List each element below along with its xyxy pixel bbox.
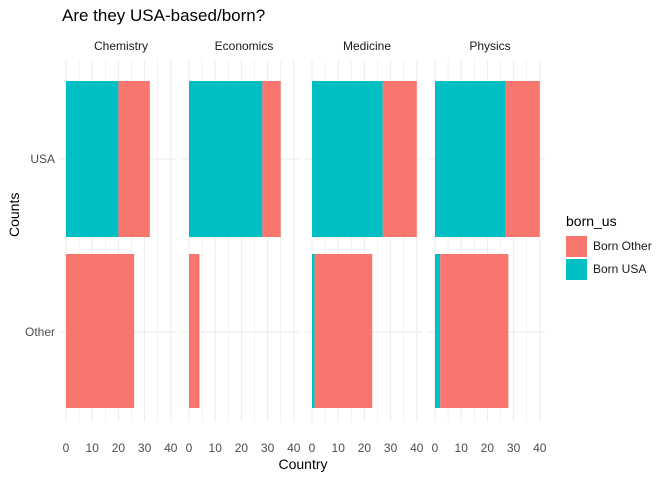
bar-economics-usa-born-other [262, 81, 281, 237]
legend-item-born-other: Born Other [566, 235, 652, 257]
facet-title-medicine: Medicine [343, 39, 391, 53]
x-tick-physics-10: 10 [455, 441, 469, 455]
x-tick-chemistry-30: 30 [138, 441, 152, 455]
x-tick-economics-30: 30 [261, 441, 275, 455]
x-tick-physics-0: 0 [432, 441, 439, 455]
x-tick-economics-40: 40 [287, 441, 301, 455]
bar-physics-usa-born-usa [435, 81, 506, 237]
legend-title: born_us [566, 213, 617, 229]
x-tick-medicine-10: 10 [332, 441, 346, 455]
x-axis-label-text: Country [278, 456, 328, 472]
bar-economics-usa-born-usa [189, 81, 263, 237]
bar-physics-usa-born-other [505, 81, 540, 237]
facet-title-physics: Physics [469, 39, 510, 53]
facet-title-chemistry: Chemistry [94, 39, 148, 53]
legend: born_us Born Other Born USA [566, 213, 652, 281]
y-tick-other: Other [25, 325, 55, 339]
x-tick-economics-0: 0 [186, 441, 193, 455]
bar-chemistry-usa-born-usa [66, 81, 119, 237]
legend-key-born-other [566, 235, 587, 257]
x-tick-physics-40: 40 [533, 441, 547, 455]
x-tick-physics-30: 30 [507, 441, 521, 455]
bar-economics-other-born-other [189, 254, 200, 408]
x-tick-medicine-0: 0 [309, 441, 316, 455]
legend-label-born-usa: Born USA [593, 262, 647, 276]
bar-physics-other-born-usa [435, 254, 441, 408]
y-tick-usa: USA [30, 152, 55, 166]
bar-physics-other-born-other [440, 254, 509, 408]
bar-chemistry-usa-born-other [118, 81, 150, 237]
bar-medicine-usa-born-usa [312, 81, 383, 237]
x-axis-label: Country [0, 456, 672, 472]
legend-label-born-other: Born Other [593, 239, 652, 253]
x-tick-chemistry-40: 40 [164, 441, 178, 455]
bar-chemistry-other-born-other [66, 254, 135, 408]
facet-title-economics: Economics [215, 39, 274, 53]
chart-title: Are they USA-based/born? [62, 6, 266, 25]
x-tick-chemistry-0: 0 [63, 441, 70, 455]
x-tick-economics-20: 20 [235, 441, 249, 455]
bar-medicine-usa-born-other [382, 81, 417, 237]
x-tick-chemistry-20: 20 [112, 441, 126, 455]
legend-item-born-usa: Born USA [566, 258, 652, 280]
legend-key-born-usa [566, 258, 587, 280]
x-tick-medicine-20: 20 [358, 441, 372, 455]
x-tick-medicine-30: 30 [384, 441, 398, 455]
bar-medicine-other-born-usa [312, 254, 315, 408]
x-tick-medicine-40: 40 [410, 441, 424, 455]
x-tick-economics-10: 10 [209, 441, 223, 455]
x-tick-physics-20: 20 [481, 441, 495, 455]
x-tick-chemistry-10: 10 [86, 441, 100, 455]
bar-medicine-other-born-other [314, 254, 373, 408]
